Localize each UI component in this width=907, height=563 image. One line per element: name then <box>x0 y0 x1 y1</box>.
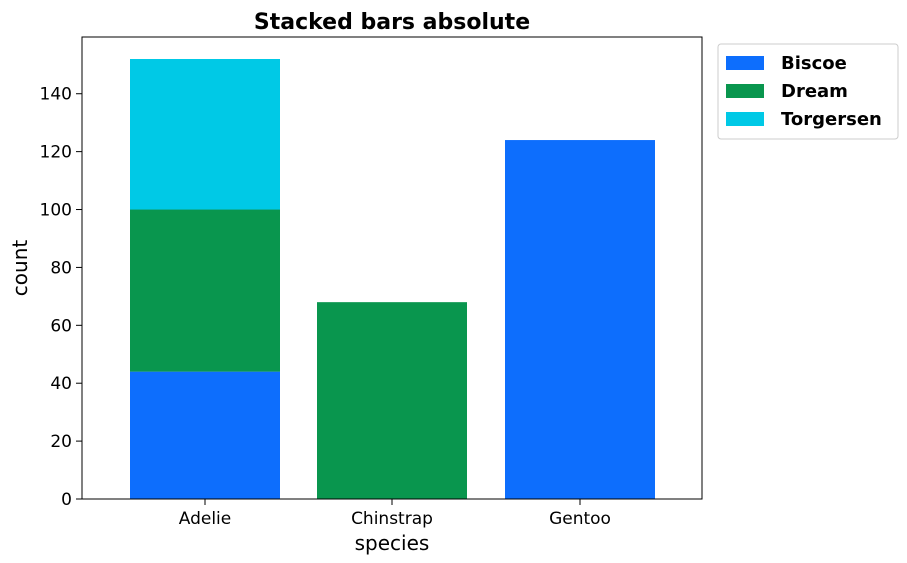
y-tick-label: 0 <box>61 490 72 510</box>
bar-adelie-biscoe <box>130 371 280 499</box>
legend: Biscoe Dream Torgersen <box>717 43 899 140</box>
y-tick-label: 20 <box>50 432 72 452</box>
bar-gentoo-biscoe <box>505 140 655 500</box>
y-axis-label: count <box>8 240 32 297</box>
legend-label-torgersen: Torgersen <box>781 109 882 130</box>
y-axis: 0 20 40 60 80 100 120 140 <box>40 85 82 510</box>
x-axis-label: species <box>355 531 430 555</box>
bar-adelie-torgersen <box>130 59 280 210</box>
bars-group <box>130 59 655 500</box>
legend-label-biscoe: Biscoe <box>781 53 847 74</box>
y-tick-label: 120 <box>40 143 72 163</box>
chart-title: Stacked bars absolute <box>254 10 530 35</box>
legend-swatch-biscoe <box>726 56 764 70</box>
y-tick-label: 100 <box>40 201 72 221</box>
x-axis: Adelie Chinstrap Gentoo <box>179 499 611 529</box>
x-tick-label-chinstrap: Chinstrap <box>351 509 433 529</box>
y-tick-label: 40 <box>50 374 72 394</box>
y-tick-label: 80 <box>50 258 72 278</box>
x-tick-label-adelie: Adelie <box>179 509 232 529</box>
legend-swatch-torgersen <box>726 112 764 126</box>
y-tick-label: 140 <box>40 85 72 105</box>
x-tick-label-gentoo: Gentoo <box>549 509 611 529</box>
y-tick-label: 60 <box>50 316 72 336</box>
legend-label-dream: Dream <box>781 81 848 102</box>
bar-adelie-dream <box>130 209 280 372</box>
legend-swatch-dream <box>726 84 764 98</box>
bar-chinstrap-dream <box>317 302 467 499</box>
